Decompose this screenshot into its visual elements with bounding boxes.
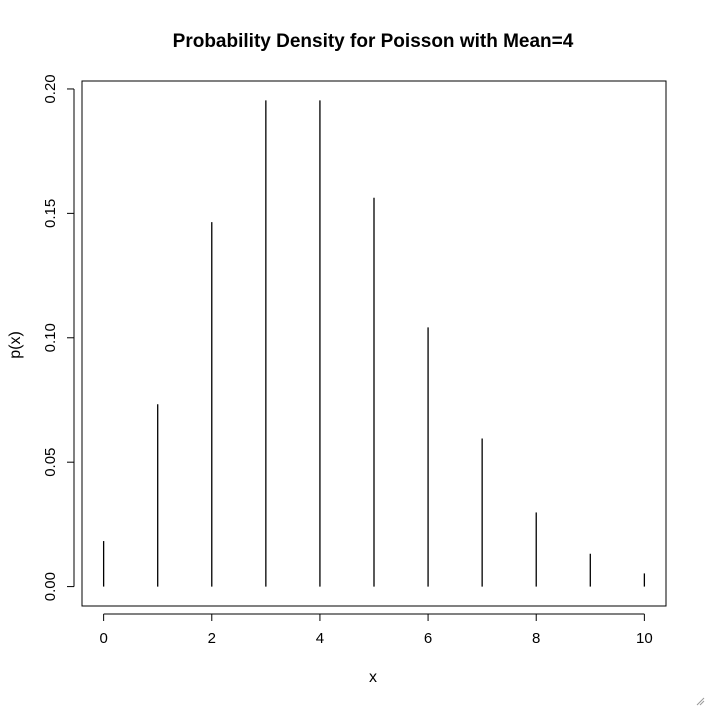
data-spikes bbox=[102, 100, 646, 587]
y-tick-label: 0.20 bbox=[42, 74, 59, 103]
y-axis-label: p(x) bbox=[7, 331, 24, 359]
x-axis-label: x bbox=[369, 669, 377, 686]
x-tick-label: 2 bbox=[208, 630, 216, 647]
y-tick-label: 0.00 bbox=[42, 572, 59, 601]
chart-title: Probability Density for Poisson with Mea… bbox=[173, 31, 574, 52]
x-tick-label: 10 bbox=[636, 630, 653, 647]
y-tick-label: 0.15 bbox=[42, 199, 59, 228]
y-tick-label: 0.10 bbox=[42, 323, 59, 352]
y-axis: 0.00 0.05 0.10 0.15 0.20 bbox=[42, 74, 75, 601]
x-axis: 0 2 4 6 8 10 bbox=[99, 613, 653, 647]
x-tick-label: 4 bbox=[316, 630, 324, 647]
x-tick-label: 0 bbox=[99, 630, 107, 647]
y-tick-label: 0.05 bbox=[42, 448, 59, 477]
x-tick-label: 8 bbox=[532, 630, 540, 647]
x-tick-label: 6 bbox=[424, 630, 432, 647]
plot-frame bbox=[81, 80, 667, 607]
resize-grip-icon[interactable] bbox=[695, 696, 705, 706]
